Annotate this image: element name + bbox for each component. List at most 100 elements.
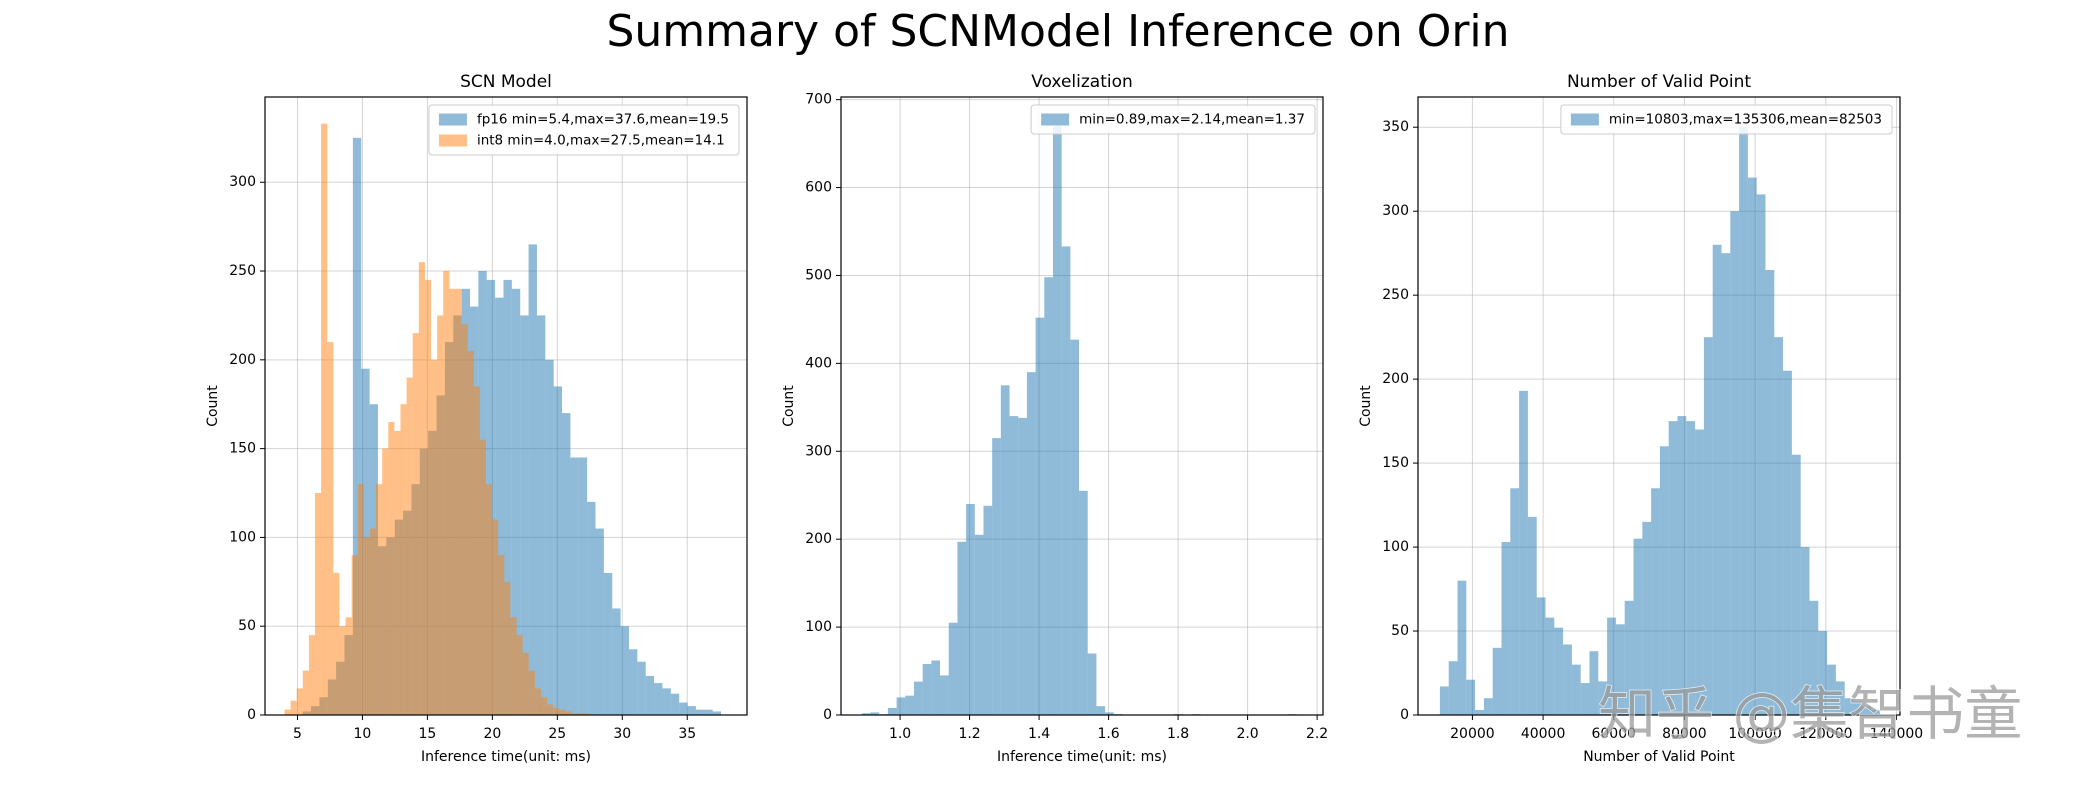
histogram-bar — [1527, 516, 1537, 715]
histogram-bar — [992, 438, 1001, 715]
histogram-bar — [1571, 664, 1581, 715]
histogram-bar — [1052, 126, 1062, 716]
y-tick-label: 100 — [229, 529, 256, 545]
histogram-bar — [1835, 681, 1845, 715]
histogram-bar — [603, 572, 613, 715]
y-tick-label: 350 — [1382, 119, 1409, 135]
histogram-bar — [1554, 627, 1564, 715]
x-tick-label: 80000 — [1662, 726, 1707, 742]
y-tick-label: 600 — [805, 180, 832, 196]
histogram-bar — [983, 505, 993, 715]
histogram-bar — [1853, 701, 1863, 715]
histogram-bar — [485, 484, 493, 715]
histogram-bar — [1598, 681, 1608, 715]
histogram-bar — [492, 519, 499, 715]
histogram-bar — [495, 297, 504, 715]
histogram-bar — [321, 123, 328, 715]
histogram-bar — [1009, 416, 1019, 715]
histogram-bar — [511, 288, 521, 715]
y-axis-label: Count — [781, 385, 797, 427]
histogram-bar — [412, 333, 419, 715]
histogram-bar — [1018, 417, 1027, 715]
histogram-bar — [1677, 416, 1687, 715]
histogram-bar — [670, 693, 680, 715]
histogram-bar — [565, 711, 572, 715]
y-tick-label: 400 — [805, 355, 832, 371]
y-tick-label: 250 — [229, 263, 256, 279]
histogram-bar — [1827, 664, 1836, 715]
legend: min=10803,max=135306,mean=82503 — [1560, 104, 1893, 135]
histogram-bar — [473, 386, 480, 715]
histogram-bar — [382, 448, 389, 715]
histogram-bar — [520, 315, 529, 715]
y-tick-label: 300 — [1382, 203, 1409, 219]
y-tick-label: 50 — [238, 618, 256, 634]
histogram-bar — [1747, 177, 1757, 715]
histogram-bar — [1466, 679, 1476, 715]
y-tick-label: 500 — [805, 267, 832, 283]
histogram-bar — [1563, 644, 1572, 715]
y-tick-label: 150 — [1382, 455, 1409, 471]
histogram-bar — [1510, 488, 1520, 715]
histogram-bar — [628, 649, 638, 715]
x-tick-label: 120000 — [1799, 726, 1852, 742]
histogram-bar — [1633, 538, 1643, 715]
x-tick-label: 1.6 — [1097, 726, 1119, 742]
histogram-bar — [1686, 421, 1696, 715]
axes-frame — [1417, 96, 1901, 716]
histogram-bar — [1871, 709, 1880, 715]
histogram-bar — [861, 713, 871, 715]
histogram-bar — [449, 288, 456, 715]
y-axis-label: Count — [205, 385, 221, 427]
legend-swatch — [438, 113, 467, 126]
y-axis-label: Count — [1358, 385, 1374, 427]
y-tick-label: 300 — [229, 174, 256, 190]
histogram-bar — [645, 675, 655, 715]
histogram-bar — [1809, 600, 1819, 715]
watermark: 知乎 @集智书童 — [1598, 680, 2022, 748]
histogram-bar — [1035, 317, 1045, 715]
legend: min=0.89,max=2.14,mean=1.37 — [1030, 104, 1316, 135]
histogram-bar — [528, 244, 537, 715]
histogram-bar — [461, 324, 468, 715]
histogram-bar — [974, 534, 984, 715]
x-tick-label: 35 — [678, 726, 696, 742]
histogram-bar — [583, 713, 590, 715]
histogram-bar — [406, 377, 413, 715]
histogram-bar — [388, 421, 395, 715]
histogram-bar — [296, 688, 303, 715]
histogram-bar — [1615, 624, 1625, 715]
histogram-bar — [1026, 372, 1036, 715]
histogram-bar — [1791, 454, 1801, 715]
legend-label: int8 min=4.0,max=27.5,mean=14.1 — [477, 133, 725, 149]
subplot-title: SCN Model — [460, 72, 552, 92]
histogram-bar — [1070, 339, 1080, 715]
histogram-bar — [559, 709, 566, 715]
y-tick-label: 150 — [229, 441, 256, 457]
histogram-bar — [467, 350, 474, 715]
histogram-bar — [1765, 269, 1775, 715]
histogram-bar — [545, 359, 554, 715]
x-tick-label: 25 — [548, 726, 566, 742]
histogram-bar — [553, 707, 560, 715]
histogram-bar — [957, 541, 967, 715]
x-tick-label: 10 — [354, 726, 372, 742]
histogram-bar — [376, 484, 383, 715]
histogram-bar — [1739, 127, 1748, 715]
x-tick-label: 2.2 — [1306, 726, 1328, 742]
histogram-bar — [290, 700, 297, 715]
histogram-bar — [333, 572, 340, 715]
histogram-bar — [534, 688, 541, 715]
histogram-bar — [1783, 370, 1792, 715]
x-tick-label: 2.0 — [1236, 726, 1258, 742]
subplot: 20000 40000 60000 80000 100000 120000 140000 0 5… — [1358, 72, 1923, 765]
y-tick-label: 200 — [1382, 371, 1409, 387]
histogram-bar — [1475, 709, 1484, 715]
histogram-bar — [302, 670, 309, 715]
histogram-bar — [351, 555, 358, 715]
histogram-bar — [1501, 542, 1511, 715]
x-tick-label: 100000 — [1728, 726, 1781, 742]
histogram-bar — [570, 457, 579, 715]
histogram-bar — [1703, 337, 1713, 715]
